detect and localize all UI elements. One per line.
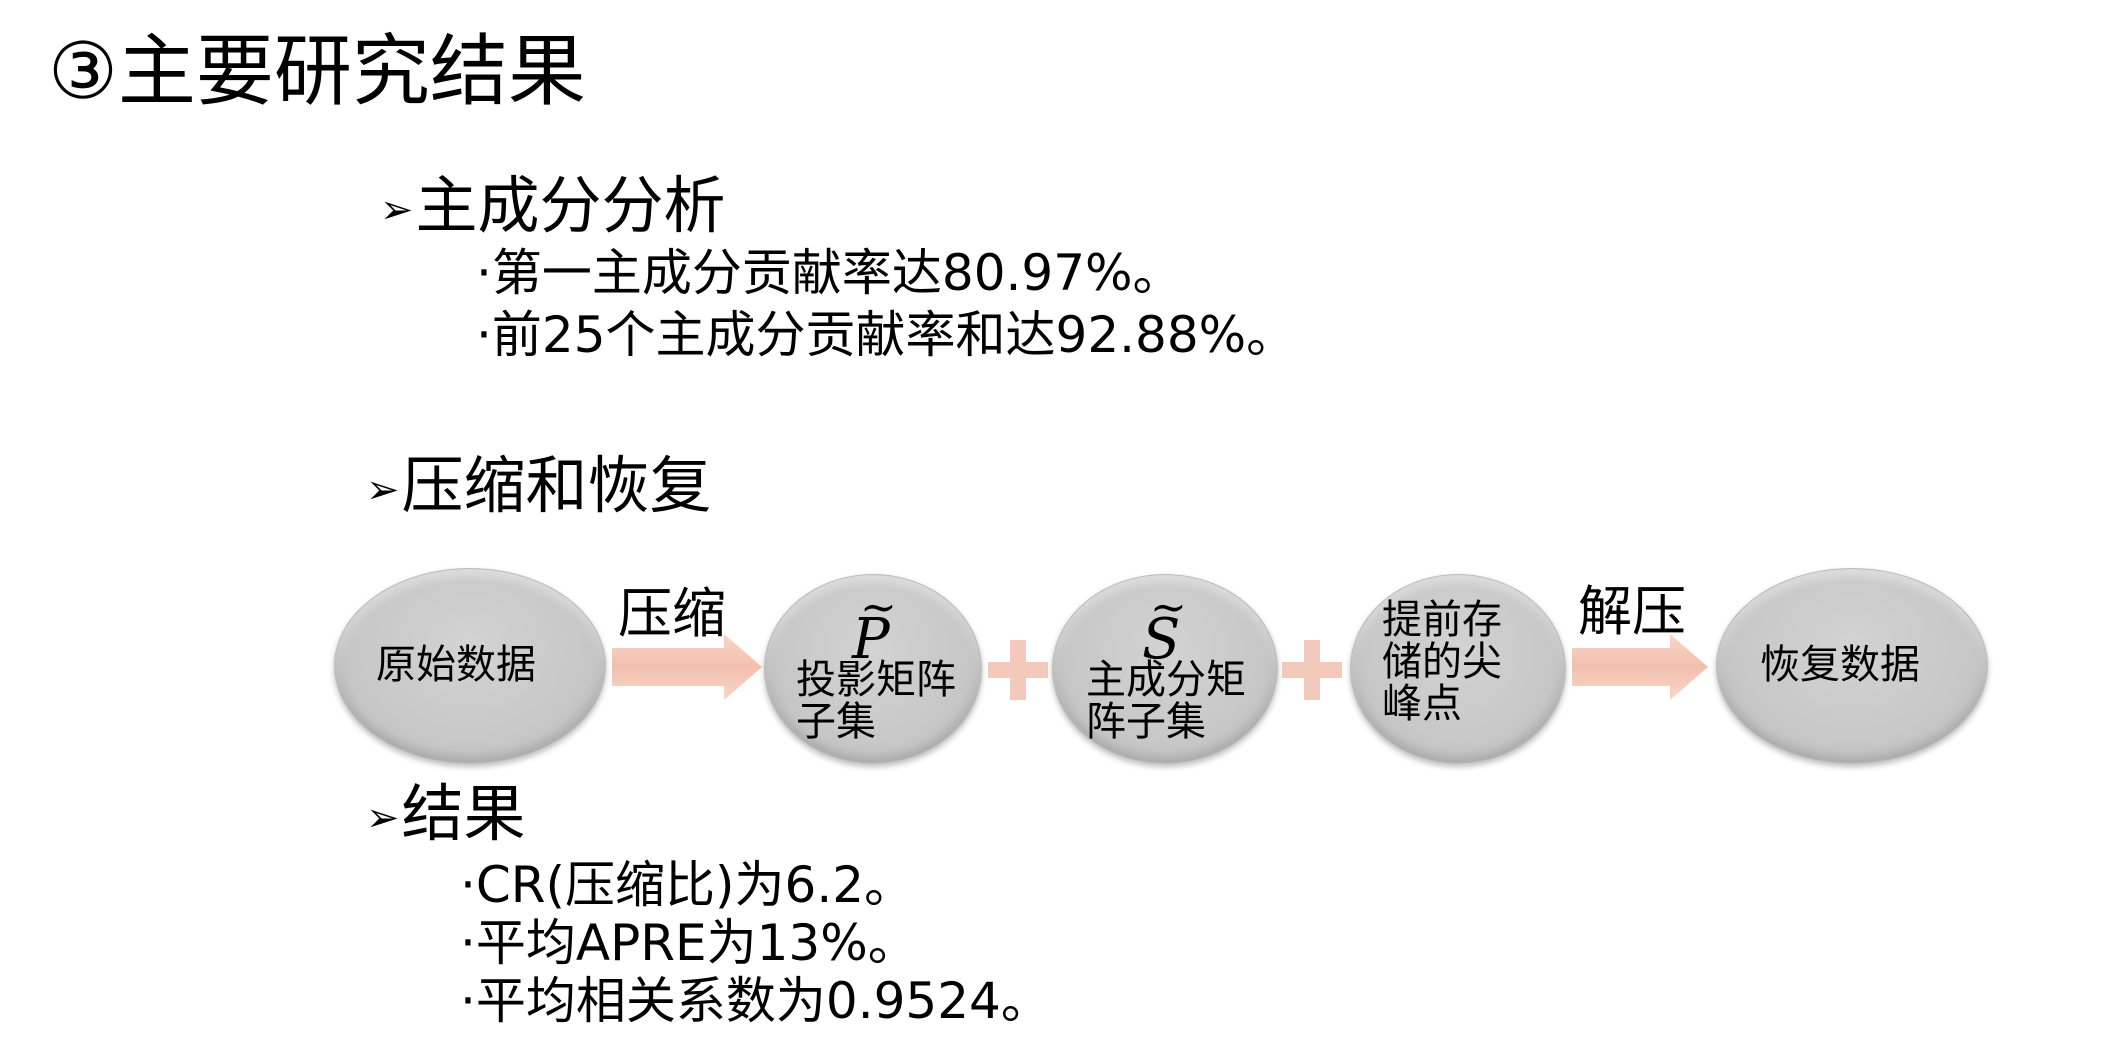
plus-icon — [1282, 640, 1342, 700]
compress-arrow-icon — [612, 634, 762, 700]
principal-component-caption-line-1: 主成分矩 — [1086, 660, 1246, 700]
results-bullet-1: ·CR(压缩比)为6.2。 — [460, 856, 914, 914]
section-heading-results: ➢结果 — [366, 774, 526, 858]
results-bullet-2: ·平均APRE为13%。 — [460, 914, 918, 972]
results-bullet-3: ·平均相关系数为0.9524。 — [460, 972, 1051, 1030]
projection-matrix-caption-line-2: 子集 — [796, 702, 876, 742]
recovered-data-label: 恢复数据 — [1760, 645, 1920, 685]
bullet-arrow-icon: ➢ — [366, 795, 400, 841]
stored-peaks-line-1: 提前存 — [1382, 600, 1502, 640]
section-heading-pca: ➢主成分分析 — [380, 166, 726, 250]
principal-component-caption-line-2: 阵子集 — [1086, 702, 1206, 742]
pca-bullet-2: ·前25个主成分贡献率和达92.88%。 — [476, 306, 1296, 364]
bullet-arrow-icon: ➢ — [380, 187, 414, 233]
bullet-arrow-icon: ➢ — [366, 467, 400, 513]
section-heading-compression: ➢压缩和恢复 — [366, 446, 712, 530]
pca-bullet-1: ·第一主成分贡献率达80.97%。 — [476, 244, 1183, 302]
projection-matrix-caption-line-1: 投影矩阵 — [796, 660, 956, 700]
original-data-label: 原始数据 — [376, 645, 536, 685]
stored-peaks-line-3: 峰点 — [1382, 684, 1462, 724]
decompress-label: 解压 — [1578, 582, 1686, 642]
slide-title: ③主要研究结果 — [48, 22, 586, 122]
section-heading-results-text: 结果 — [402, 777, 526, 850]
section-heading-pca-text: 主成分分析 — [416, 169, 726, 242]
plus-icon — [988, 640, 1048, 700]
decompress-arrow-icon — [1572, 634, 1708, 700]
section-heading-compression-text: 压缩和恢复 — [402, 449, 712, 522]
stored-peaks-line-2: 储的尖 — [1382, 642, 1502, 682]
